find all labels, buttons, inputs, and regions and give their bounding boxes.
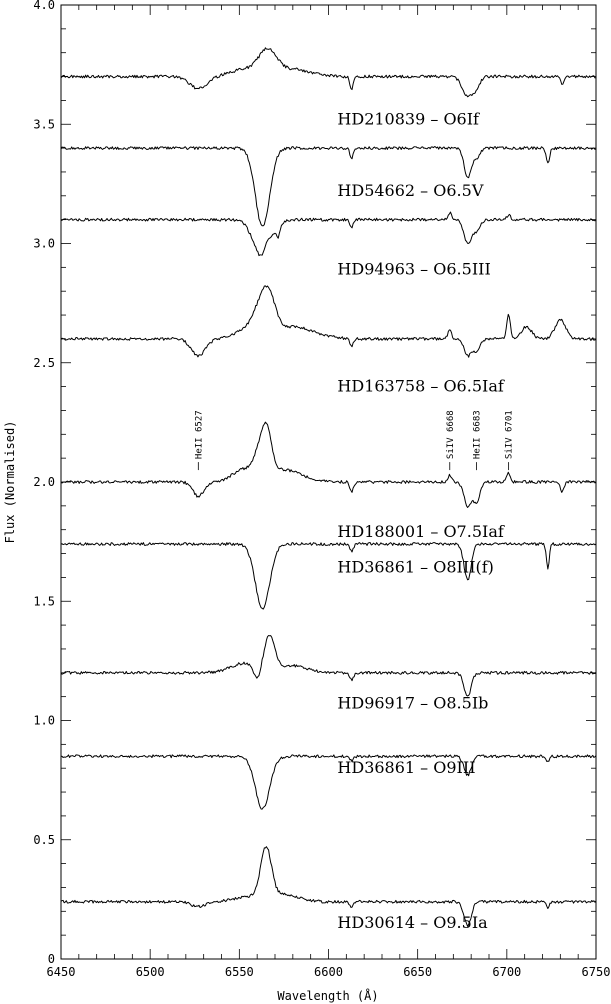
y-tick-label: 2.5 <box>33 356 55 370</box>
line-marker-label: SiIV 6701 <box>505 410 515 459</box>
series-label: HD163758 – O6.5Iaf <box>337 376 504 395</box>
x-tick-label: 6700 <box>492 965 521 979</box>
spectrum-line <box>60 146 597 227</box>
spectra-series: HD210839 – O6If HD54662 – O6.5V HD94963 – … <box>60 47 597 932</box>
spectrum-line <box>60 285 597 358</box>
series-label: HD210839 – O6If <box>337 109 480 128</box>
spectrum-line <box>60 542 597 610</box>
x-tick-label: 6750 <box>582 965 611 979</box>
series-label: HD94963 – O6.5III <box>337 260 490 279</box>
y-tick-label: 2.0 <box>33 475 55 489</box>
y-tick-label: 1.0 <box>33 714 55 728</box>
series-label: HD54662 – O6.5V <box>337 181 483 200</box>
x-tick-label: 6600 <box>314 965 343 979</box>
plot-frame <box>60 4 597 960</box>
line-marker-label: SiIV 6668 <box>446 410 456 459</box>
series-label: HD30614 – O9.5Ia <box>337 913 488 932</box>
x-tick-label: 6550 <box>225 965 254 979</box>
y-axis-title: Flux (Normalised) <box>3 421 17 544</box>
spectrum-line <box>60 211 597 257</box>
line-marker-label: HeII 6683 <box>473 410 483 459</box>
series-label: HD36861 – O8III(f) <box>337 558 494 577</box>
series-label: HD188001 – O7.5Iaf <box>337 522 504 541</box>
series-label: HD96917 – O8.5Ib <box>337 694 488 713</box>
spectrum-line <box>60 754 597 810</box>
spectrum-line <box>60 421 597 508</box>
x-axis-title: Wavelength (Å) <box>277 988 378 1003</box>
spectrum-line <box>60 846 597 927</box>
x-tick-label: 6650 <box>403 965 432 979</box>
y-tick-label: 3.0 <box>33 237 55 251</box>
x-tick-label: 6500 <box>136 965 165 979</box>
y-tick-label: 0.5 <box>33 833 55 847</box>
series-label: HD36861 – O9III <box>337 758 475 777</box>
x-tick-label: 6450 <box>47 965 76 979</box>
y-tick-label: 1.5 <box>33 594 55 608</box>
line-markers: HeII 6527 SiIV 6668 HeII 6683 SiIV 6701 <box>194 410 515 471</box>
spectrum-line <box>60 635 597 697</box>
spectrum-line <box>60 47 597 98</box>
y-tick-label: 3.5 <box>33 117 55 131</box>
y-tick-label: 4.0 <box>33 0 55 12</box>
line-marker-label: HeII 6527 <box>194 410 204 459</box>
y-tick-label: 0 <box>48 952 55 966</box>
